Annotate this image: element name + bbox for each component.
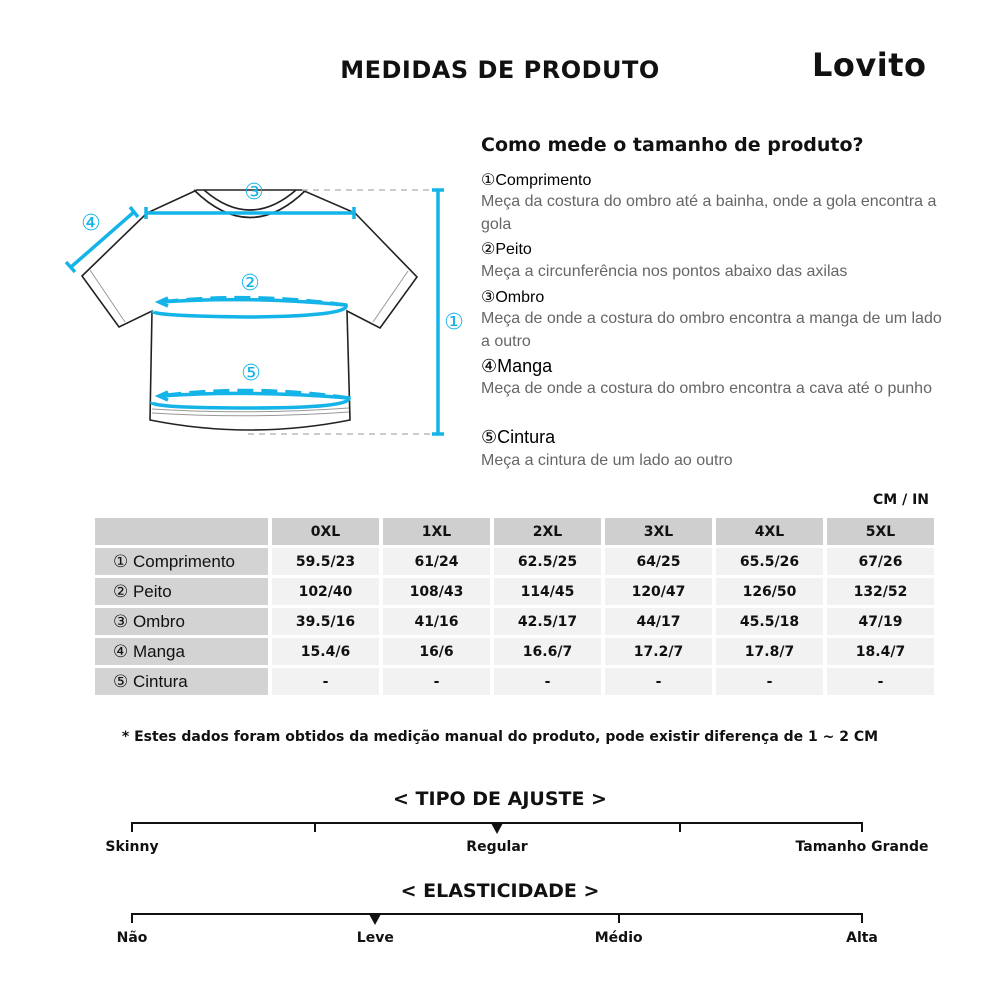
scale-label: Médio	[594, 930, 643, 946]
table-cell: 108/43	[383, 578, 490, 605]
table-row: ③ Ombro 39.5/16 41/16 42.5/17 44/17 45.5/18 47…	[95, 608, 934, 635]
table-row: ① Comprimento 59.5/23 61/24 62.5/25 64/25 65.…	[95, 548, 934, 575]
label-length: ①	[444, 310, 464, 335]
scale-tick	[313, 822, 316, 832]
table-cell: 64/25	[605, 548, 712, 575]
fit-scale: Skinny Regular Tamanho Grande	[105, 822, 928, 855]
guide-desc-chest: Meça a circunferência nos pontos abaixo …	[481, 263, 848, 280]
size-table: 0XL 1XL 2XL 3XL 4XL 5XL ① Comprimento 59.5/23 6…	[91, 515, 938, 698]
scale-tick	[861, 822, 863, 832]
table-cell: 15.4/6	[272, 638, 379, 665]
scale-tick	[678, 822, 681, 832]
scale-label: Regular	[466, 839, 528, 855]
brand-logo: Lovito	[812, 46, 927, 84]
table-cell: 126/50	[716, 578, 823, 605]
scale-label: Leve	[356, 930, 394, 946]
table-cell: 41/16	[383, 608, 490, 635]
page-title: MEDIDAS DE PRODUTO	[340, 56, 660, 84]
guide-desc-sleeve: Meça de onde a costura do ombro encontra…	[481, 380, 932, 397]
table-row: ⑤ Cintura - - - - - -	[95, 668, 934, 695]
scale-tick	[617, 913, 620, 923]
table-cell: 102/40	[272, 578, 379, 605]
guide-term-sleeve: ④Manga	[481, 356, 553, 376]
elasticity-title: < ELASTICIDADE >	[400, 880, 600, 902]
label-waist: ⑤	[241, 361, 261, 386]
row-label: ④ Manga	[95, 638, 268, 665]
size-header: 1XL	[383, 518, 490, 545]
level-marker-icon	[491, 823, 503, 834]
shirt-measurement-diagram: ① ② ③ ④ ⑤	[64, 180, 464, 436]
scale-tick	[861, 913, 863, 923]
table-cell: 67/26	[827, 548, 934, 575]
scale-label: Tamanho Grande	[795, 839, 929, 855]
row-label: ③ Ombro	[95, 608, 268, 635]
table-cell: 47/19	[827, 608, 934, 635]
scale-label: Alta	[846, 930, 878, 946]
sleeve-measure-line	[69, 210, 136, 269]
guide-term-shoulder: ③Ombro	[481, 289, 545, 306]
table-cell: 44/17	[605, 608, 712, 635]
table-cell: 17.2/7	[605, 638, 712, 665]
guide-term-chest: ②Peito	[481, 241, 532, 258]
table-cell: 114/45	[494, 578, 601, 605]
guide-desc-shoulder: Meça de onde a costura do ombro encontra…	[481, 310, 942, 350]
guide-term-length: ①Comprimento	[481, 172, 592, 189]
table-cell: 59.5/23	[272, 548, 379, 575]
table-header-row: 0XL 1XL 2XL 3XL 4XL 5XL	[95, 518, 934, 545]
table-cell: -	[827, 668, 934, 695]
table-cell: 62.5/25	[494, 548, 601, 575]
unit-label: CM / IN	[873, 492, 929, 508]
table-cell: 16/6	[383, 638, 490, 665]
table-cell: 17.8/7	[716, 638, 823, 665]
table-cell: 61/24	[383, 548, 490, 575]
size-header: 4XL	[716, 518, 823, 545]
guide-desc-length: Meça da costura do ombro até a bainha, o…	[481, 193, 937, 233]
elasticity-scale: Não Leve Médio Alta	[117, 913, 878, 946]
row-label: ⑤ Cintura	[95, 668, 268, 695]
table-cell: -	[272, 668, 379, 695]
table-cell: 18.4/7	[827, 638, 934, 665]
table-cell: -	[494, 668, 601, 695]
label-sleeve: ④	[81, 211, 101, 236]
fit-title: < TIPO DE AJUSTE >	[393, 788, 607, 810]
scale-label: Skinny	[105, 839, 159, 855]
table-cell: 45.5/18	[716, 608, 823, 635]
size-header: 3XL	[605, 518, 712, 545]
table-cell: -	[716, 668, 823, 695]
scale-line	[132, 913, 862, 915]
scale-tick	[131, 913, 133, 923]
guide-desc-waist: Meça a cintura de um lado ao outro	[481, 452, 733, 469]
waist-measure-ellipse	[150, 391, 351, 410]
guide-lines	[248, 189, 436, 435]
table-cell: 120/47	[605, 578, 712, 605]
header-corner	[95, 518, 268, 545]
table-cell: 42.5/17	[494, 608, 601, 635]
size-header: 0XL	[272, 518, 379, 545]
size-header: 5XL	[827, 518, 934, 545]
label-shoulder: ③	[244, 180, 264, 205]
chest-measure-ellipse	[151, 297, 348, 319]
table-row: ④ Manga 15.4/6 16/6 16.6/7 17.2/7 17.8/7 18.4/…	[95, 638, 934, 665]
shirt-outline	[80, 189, 419, 431]
table-cell: 132/52	[827, 578, 934, 605]
label-chest: ②	[240, 271, 260, 296]
table-row: ② Peito 102/40 108/43 114/45 120/47 126/50 132…	[95, 578, 934, 605]
table-cell: -	[605, 668, 712, 695]
row-label: ② Peito	[95, 578, 268, 605]
guide-title: Como mede o tamanho de produto?	[481, 134, 864, 156]
row-label: ① Comprimento	[95, 548, 268, 575]
table-cell: -	[383, 668, 490, 695]
table-cell: 39.5/16	[272, 608, 379, 635]
table-cell: 65.5/26	[716, 548, 823, 575]
guide-term-waist: ⑤Cintura	[481, 427, 556, 447]
table-cell: 16.6/7	[494, 638, 601, 665]
size-header: 2XL	[494, 518, 601, 545]
scale-label: Não	[116, 930, 148, 946]
scale-tick	[131, 822, 133, 832]
level-marker-icon	[369, 914, 382, 925]
measurement-note: * Estes dados foram obtidos da medição m…	[121, 729, 879, 745]
